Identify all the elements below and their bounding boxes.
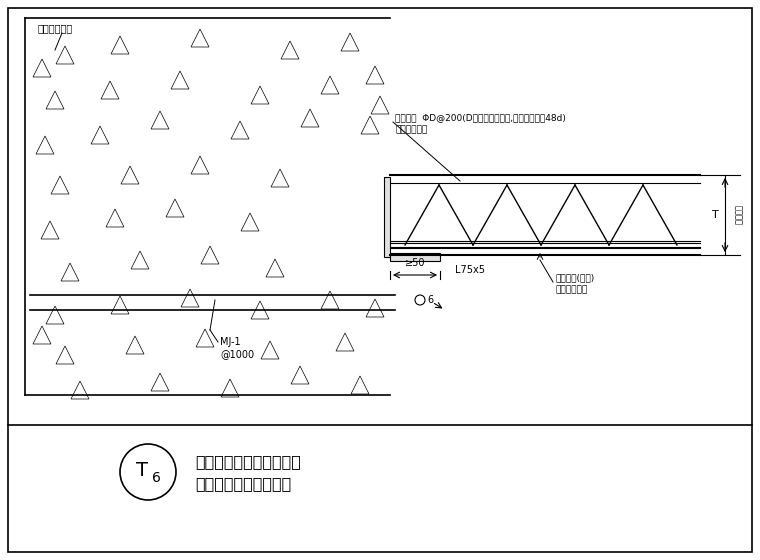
- Text: 详结构施工图: 详结构施工图: [555, 286, 587, 295]
- Text: 6: 6: [151, 471, 160, 485]
- Text: 6: 6: [427, 295, 433, 305]
- Text: 详结构施工图: 详结构施工图: [395, 125, 427, 134]
- Text: 钢筋桁架垂直于剪力墙: 钢筋桁架垂直于剪力墙: [195, 477, 291, 492]
- Text: T: T: [136, 461, 148, 480]
- Text: 核心筒剪力墙: 核心筒剪力墙: [38, 23, 73, 33]
- Text: 楼承板与剪力墙连接节点: 楼承板与剪力墙连接节点: [195, 455, 301, 469]
- Bar: [390, 253, 440, 261]
- Text: ≥50: ≥50: [405, 258, 426, 268]
- Text: 拉锚钢筋  ΦD@200(D用钢筋桁架上弦,外伸长度满足48d): 拉锚钢筋 ΦD@200(D用钢筋桁架上弦,外伸长度满足48d): [395, 114, 566, 123]
- Bar: [384, 177, 390, 257]
- Text: @1000: @1000: [220, 349, 254, 359]
- Text: 拉锚钢筋(如需): 拉锚钢筋(如需): [555, 273, 594, 282]
- Text: 楼板厚度: 楼板厚度: [733, 205, 742, 225]
- Text: MJ-1: MJ-1: [220, 337, 241, 347]
- Text: T: T: [711, 210, 718, 220]
- Text: L75x5: L75x5: [455, 265, 485, 275]
